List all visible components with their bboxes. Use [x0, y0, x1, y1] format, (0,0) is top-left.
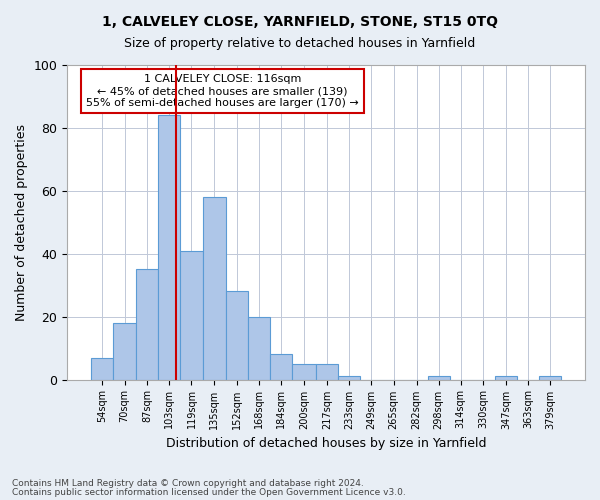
Y-axis label: Number of detached properties: Number of detached properties [15, 124, 28, 321]
Bar [158, 116, 181, 380]
Bar [428, 376, 449, 380]
Bar [338, 376, 360, 380]
Text: Contains HM Land Registry data © Crown copyright and database right 2024.: Contains HM Land Registry data © Crown c… [12, 479, 364, 488]
Text: 1, CALVELEY CLOSE, YARNFIELD, STONE, ST15 0TQ: 1, CALVELEY CLOSE, YARNFIELD, STONE, ST1… [102, 15, 498, 29]
Bar [226, 292, 248, 380]
Bar [495, 376, 517, 380]
Bar [136, 270, 158, 380]
Text: 1 CALVELEY CLOSE: 116sqm
← 45% of detached houses are smaller (139)
55% of semi-: 1 CALVELEY CLOSE: 116sqm ← 45% of detach… [86, 74, 359, 108]
Bar [203, 197, 226, 380]
Bar [316, 364, 338, 380]
Bar [181, 250, 203, 380]
X-axis label: Distribution of detached houses by size in Yarnfield: Distribution of detached houses by size … [166, 437, 487, 450]
Bar [270, 354, 292, 380]
Text: Contains public sector information licensed under the Open Government Licence v3: Contains public sector information licen… [12, 488, 406, 497]
Bar [113, 323, 136, 380]
Text: Size of property relative to detached houses in Yarnfield: Size of property relative to detached ho… [124, 38, 476, 51]
Bar [91, 358, 113, 380]
Bar [248, 316, 270, 380]
Bar [292, 364, 316, 380]
Bar [539, 376, 562, 380]
